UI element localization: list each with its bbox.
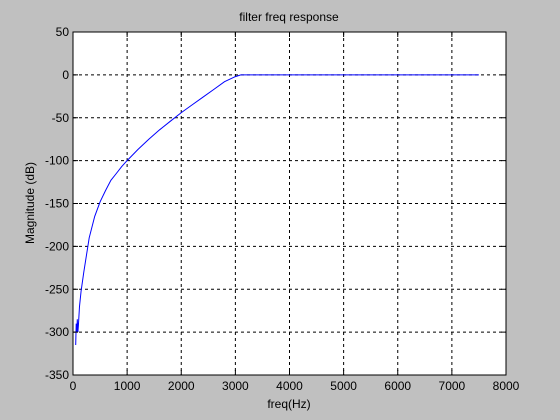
series-line [75,74,479,346]
series-layer [75,74,479,346]
chart-title: filter freq response [239,10,339,24]
x-tick-label: 5000 [330,379,357,393]
x-axis-label: freq(Hz) [267,397,310,411]
y-tick-label: -250 [45,282,69,296]
x-tick-label: 0 [70,379,77,393]
x-tick-label: 8000 [493,379,520,393]
y-tick-label: -100 [45,154,69,168]
x-tick-label: 4000 [276,379,303,393]
x-tick-label: 3000 [222,379,249,393]
y-tick-label: -200 [45,239,69,253]
y-tick-label: -50 [52,111,70,125]
grid-layer [73,32,506,375]
y-tick-label: -350 [45,368,69,382]
tick-layer: 0 1000 2000 3000 4000 5000 6000 7000 8000 50 0 -50 -… [45,25,520,393]
x-tick-label: 2000 [168,379,195,393]
y-tick-label: 50 [56,25,70,39]
x-tick-label: 6000 [384,379,411,393]
y-tick-label: -150 [45,197,69,211]
y-tick-label: 0 [62,68,69,82]
x-tick-label: 7000 [439,379,466,393]
y-axis-label: Magnitude (dB) [23,162,37,244]
y-tick-label: -300 [45,325,69,339]
x-tick-label: 1000 [114,379,141,393]
